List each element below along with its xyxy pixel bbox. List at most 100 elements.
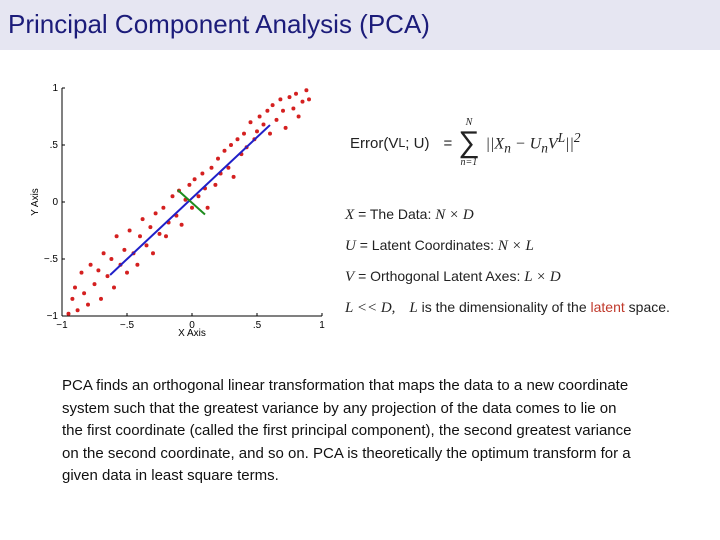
point (300, 99, 305, 104)
sum-sign: ∑ (458, 126, 480, 159)
point (66, 311, 71, 316)
point (105, 274, 110, 279)
point (88, 262, 93, 267)
point (109, 257, 114, 261)
paragraph: PCA finds an orthogonal linear transform… (62, 375, 631, 488)
point (261, 122, 266, 127)
slide-title: Principal Component Analysis (PCA) (8, 9, 430, 39)
point (231, 174, 236, 179)
y-tick-label: 1 (52, 83, 58, 94)
point (157, 231, 162, 236)
formula-text: Error(V (350, 134, 399, 152)
point (209, 165, 214, 170)
y-tick-label: .5 (50, 140, 59, 151)
point (274, 117, 279, 122)
point (304, 88, 309, 93)
paragraph-line: on the second coordinate, and so on. PCA… (62, 444, 631, 462)
definition-row: U = Latent Coordinates: N × L (345, 237, 670, 268)
point (148, 225, 153, 230)
point (205, 205, 210, 210)
point (270, 103, 275, 108)
formula-text: ; U) (405, 134, 430, 152)
point (296, 114, 301, 119)
symbol: V (345, 269, 355, 285)
definition-row: V = Orthogonal Latent Axes: L × D (345, 268, 670, 299)
x-tick-label: .5 (253, 320, 262, 331)
point (92, 282, 97, 287)
formula-part: n (541, 140, 548, 156)
point (125, 270, 129, 275)
point (101, 251, 106, 256)
formula-part: 2 (573, 129, 581, 145)
math: N × L (497, 238, 534, 254)
scatter-chart: −1 −.5 0 .5 1 −1 −.5 0 .5 1 X Axis Y Axis (30, 83, 325, 339)
point (190, 205, 194, 210)
title-bar: Principal Component Analysis (PCA) (0, 0, 720, 50)
formula-part: V (547, 135, 558, 153)
point (170, 194, 175, 199)
point (235, 137, 240, 142)
y-tick-label: −.5 (44, 254, 59, 265)
point (179, 222, 184, 227)
y-tick-label: −1 (47, 311, 59, 322)
point (268, 131, 272, 136)
formula-body: ||Xn − UnVL||2 (486, 130, 581, 157)
point (153, 211, 158, 216)
point (281, 108, 285, 113)
point (257, 114, 262, 119)
point (294, 91, 298, 96)
formula-part: ||X (485, 135, 505, 153)
symbol: U (345, 238, 356, 254)
point (140, 217, 145, 222)
definition-text: = Orthogonal Latent Axes: (358, 268, 521, 284)
point (265, 108, 270, 113)
sum: N ∑ n=1 (458, 118, 479, 168)
x-axis-label: X Axis (178, 328, 206, 339)
point (144, 243, 149, 248)
point (287, 95, 292, 100)
note-text: is the dimensionality of the (421, 299, 587, 315)
point (216, 156, 220, 161)
point (127, 228, 132, 233)
formula-part: || (565, 135, 574, 153)
y-axis-label: Y Axis (30, 188, 41, 216)
point (138, 234, 142, 239)
point (229, 143, 233, 147)
point (96, 268, 101, 273)
highlight: latent (590, 299, 625, 315)
paragraph-line: PCA finds an orthogonal linear transform… (62, 377, 629, 394)
point (213, 182, 218, 187)
formula-sup: L (398, 136, 406, 150)
point (283, 125, 288, 130)
note-text: space. (628, 299, 670, 315)
point (242, 131, 246, 136)
point (70, 296, 75, 301)
error-formula: Error(V L; U) = N ∑ n=1 ||Xn − UnVL||2 (350, 118, 581, 168)
point (75, 308, 80, 313)
point (151, 251, 155, 256)
point (82, 291, 87, 296)
point (135, 262, 140, 267)
point (200, 171, 205, 176)
x-tick-label: −.5 (120, 320, 135, 331)
math: N × D (435, 207, 474, 223)
paragraph-line: the first coordinate (called the first p… (62, 422, 632, 439)
math: L << D, (345, 300, 396, 316)
sum-bottom: n=1 (460, 157, 478, 168)
point (122, 247, 127, 252)
y-tick-label: 0 (52, 197, 58, 208)
point (255, 129, 259, 134)
point (112, 285, 116, 290)
sum-top: N (465, 117, 473, 128)
symbol: L (409, 300, 418, 316)
definition-text: = Latent Coordinates: (359, 237, 494, 253)
paragraph-line: given data in least square terms. (62, 467, 279, 484)
point (222, 148, 227, 153)
point (226, 165, 231, 170)
x-tick-label: −1 (56, 320, 68, 331)
definition-row: X = The Data: N × D (345, 206, 670, 237)
point (86, 302, 90, 307)
formula-part: n (504, 140, 511, 156)
